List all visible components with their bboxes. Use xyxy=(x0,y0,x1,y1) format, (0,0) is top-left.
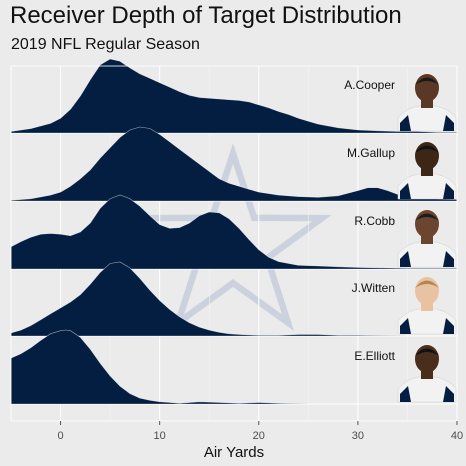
chart-title: Receiver Depth of Target Distribution xyxy=(10,2,402,29)
x-tick-label: 20 xyxy=(253,430,265,442)
x-axis: 0 10 20 30 40 xyxy=(57,421,463,442)
x-tick-label: 40 xyxy=(451,430,463,442)
ridge-e-elliott xyxy=(10,329,457,405)
panel-border xyxy=(10,65,458,422)
player-photo-m-gallup xyxy=(397,142,457,200)
ridge-m-gallup xyxy=(10,126,458,202)
player-photo-j-witten xyxy=(397,277,457,335)
player-label: R.Cobb xyxy=(354,214,395,228)
chart-subtitle: 2019 NFL Regular Season xyxy=(11,36,200,53)
player-labels: A.Cooper M.Gallup R.Cobb J.Witten E.Elliott xyxy=(344,78,395,363)
player-photo-a-cooper xyxy=(397,74,457,132)
player-label: E.Elliott xyxy=(354,349,395,363)
ridge-j-witten xyxy=(10,261,457,337)
player-photos xyxy=(397,74,457,403)
x-tick-label: 0 xyxy=(57,430,63,442)
player-photo-e-elliott xyxy=(397,345,457,403)
ridge-r-cobb xyxy=(10,194,458,270)
x-tick-label: 30 xyxy=(352,430,364,442)
ridges xyxy=(10,58,458,405)
x-axis-title: Air Yards xyxy=(204,444,264,461)
player-label: J.Witten xyxy=(352,281,395,295)
player-photo-r-cobb xyxy=(397,210,457,268)
ridge-a-cooper xyxy=(10,58,458,134)
player-label: A.Cooper xyxy=(344,78,395,92)
player-label: M.Gallup xyxy=(347,146,395,160)
x-tick-label: 10 xyxy=(154,430,166,442)
